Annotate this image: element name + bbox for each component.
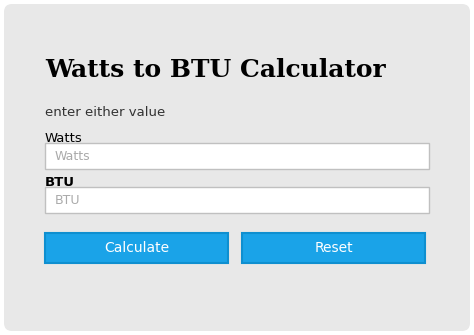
Text: Reset: Reset: [314, 241, 353, 255]
FancyBboxPatch shape: [45, 143, 429, 169]
Text: Watts: Watts: [55, 149, 91, 162]
Text: Watts: Watts: [45, 133, 83, 145]
FancyBboxPatch shape: [45, 233, 228, 263]
FancyBboxPatch shape: [4, 4, 470, 331]
Text: Calculate: Calculate: [104, 241, 169, 255]
FancyBboxPatch shape: [45, 187, 429, 213]
Text: BTU: BTU: [55, 194, 81, 206]
Text: BTU: BTU: [45, 177, 75, 190]
Text: Watts to BTU Calculator: Watts to BTU Calculator: [45, 58, 386, 82]
Text: enter either value: enter either value: [45, 107, 165, 120]
FancyBboxPatch shape: [242, 233, 425, 263]
